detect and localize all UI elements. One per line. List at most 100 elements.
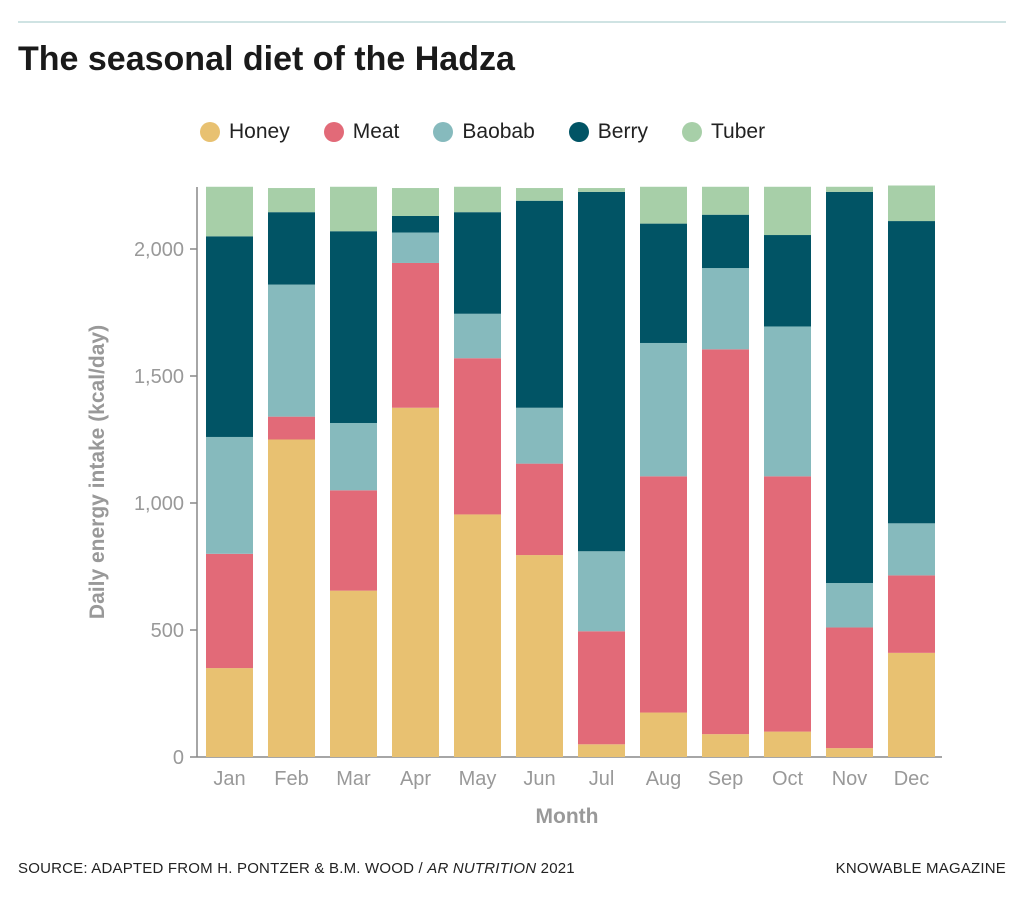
bar-tuber-may <box>454 186 501 213</box>
bar-honey-feb <box>268 439 315 757</box>
x-tick-label: Apr <box>400 768 431 790</box>
bar-tuber-jul <box>578 188 625 192</box>
bar-meat-apr <box>392 262 439 408</box>
bar-honey-sep <box>702 734 749 757</box>
bar-honey-jan <box>206 668 253 757</box>
x-tick-label: Sep <box>708 768 744 790</box>
bar-honey-nov <box>826 748 873 757</box>
bar-tuber-oct <box>764 186 811 236</box>
bar-berry-jun <box>516 200 563 408</box>
legend-item-berry: Berry <box>568 120 648 144</box>
bar-berry-oct <box>764 235 811 327</box>
legend-label: Baobab <box>462 120 535 143</box>
legend-swatch <box>568 122 589 142</box>
bar-baobab-mar <box>330 422 377 491</box>
bar-berry-dec <box>888 221 935 524</box>
x-tick-label: Jul <box>589 768 615 790</box>
legend-label: Honey <box>229 120 290 143</box>
x-tick-label: Dec <box>894 768 930 790</box>
legend-label: Tuber <box>710 120 766 143</box>
bar-berry-sep <box>702 214 749 269</box>
bar-baobab-jul <box>578 551 625 632</box>
bar-baobab-feb <box>268 284 315 417</box>
legend-item-tuber: Tuber <box>681 120 766 144</box>
bar-berry-feb <box>268 212 315 285</box>
bar-tuber-aug <box>640 186 687 224</box>
bar-meat-mar <box>330 490 377 591</box>
bar-baobab-may <box>454 313 501 359</box>
y-axis-label: Daily energy intake (kcal/day) <box>86 325 109 619</box>
bar-berry-nov <box>826 191 873 584</box>
chart-title: The seasonal diet of the Hadza <box>18 40 515 78</box>
bar-tuber-jun <box>516 188 563 201</box>
bar-meat-feb <box>268 416 315 440</box>
x-tick-label: Feb <box>274 768 308 790</box>
bar-honey-mar <box>330 590 377 757</box>
bar-baobab-oct <box>764 326 811 477</box>
bar-tuber-sep <box>702 186 749 215</box>
bar-honey-jul <box>578 744 625 757</box>
bar-baobab-aug <box>640 342 687 477</box>
x-axis-label: Month <box>536 805 599 828</box>
legend: Honey Meat Baobab Berry Tuber <box>200 120 765 144</box>
bar-honey-dec <box>888 652 935 757</box>
legend-label: Meat <box>352 120 400 143</box>
bar-berry-apr <box>392 215 439 233</box>
publisher: KNOWABLE MAGAZINE <box>835 860 1006 877</box>
bar-honey-apr <box>392 407 439 757</box>
bar-berry-may <box>454 212 501 314</box>
bar-tuber-nov <box>826 186 873 192</box>
bar-meat-jun <box>516 463 563 556</box>
legend-item-baobab: Baobab <box>433 120 535 144</box>
bar-honey-jun <box>516 555 563 757</box>
x-tick-label: Aug <box>646 768 682 790</box>
x-tick-label: Nov <box>832 768 868 790</box>
bar-baobab-jan <box>206 436 253 554</box>
bar-berry-mar <box>330 231 377 423</box>
source-journal: AR NUTRITION <box>427 860 537 877</box>
x-tick-label: Jun <box>523 768 555 790</box>
bar-honey-aug <box>640 712 687 757</box>
legend-swatch <box>433 122 454 142</box>
bar-honey-may <box>454 514 501 757</box>
y-tick-label: 1,000 <box>134 493 184 515</box>
bar-meat-aug <box>640 476 687 713</box>
bar-baobab-sep <box>702 268 749 350</box>
bar-meat-dec <box>888 575 935 653</box>
legend-swatch <box>200 122 220 142</box>
bar-meat-jul <box>578 631 625 745</box>
bar-meat-jan <box>206 553 253 669</box>
bar-tuber-mar <box>330 186 377 232</box>
legend-swatch <box>681 122 702 142</box>
y-tick-label: 0 <box>173 747 184 769</box>
x-tick-label: May <box>459 768 497 790</box>
x-tick-label: Jan <box>213 768 245 790</box>
bar-berry-aug <box>640 223 687 343</box>
bar-meat-may <box>454 358 501 515</box>
top-rule <box>18 21 1006 23</box>
bar-baobab-nov <box>826 583 873 628</box>
x-tick-label: Oct <box>772 768 804 790</box>
y-tick-label: 1,500 <box>134 366 184 388</box>
legend-label: Berry <box>597 120 648 143</box>
bar-baobab-apr <box>392 232 439 263</box>
y-tick-label: 2,000 <box>134 239 184 261</box>
bar-baobab-jun <box>516 407 563 464</box>
bar-berry-jan <box>206 236 253 437</box>
legend-item-meat: Meat <box>323 120 400 144</box>
bar-honey-oct <box>764 731 811 757</box>
source-prefix: SOURCE: ADAPTED FROM H. PONTZER & B.M. W… <box>18 860 428 877</box>
legend-item-honey: Honey <box>200 120 290 144</box>
bar-tuber-dec <box>888 185 935 222</box>
source-year: 2021 <box>536 860 575 877</box>
y-tick-label: 500 <box>151 620 184 642</box>
bar-berry-jul <box>578 191 625 552</box>
bar-meat-nov <box>826 627 873 749</box>
bar-meat-sep <box>702 349 749 735</box>
bar-baobab-dec <box>888 523 935 576</box>
legend-swatch <box>323 122 344 142</box>
bar-tuber-feb <box>268 188 315 213</box>
x-tick-label: Mar <box>336 768 371 790</box>
bar-tuber-apr <box>392 188 439 216</box>
